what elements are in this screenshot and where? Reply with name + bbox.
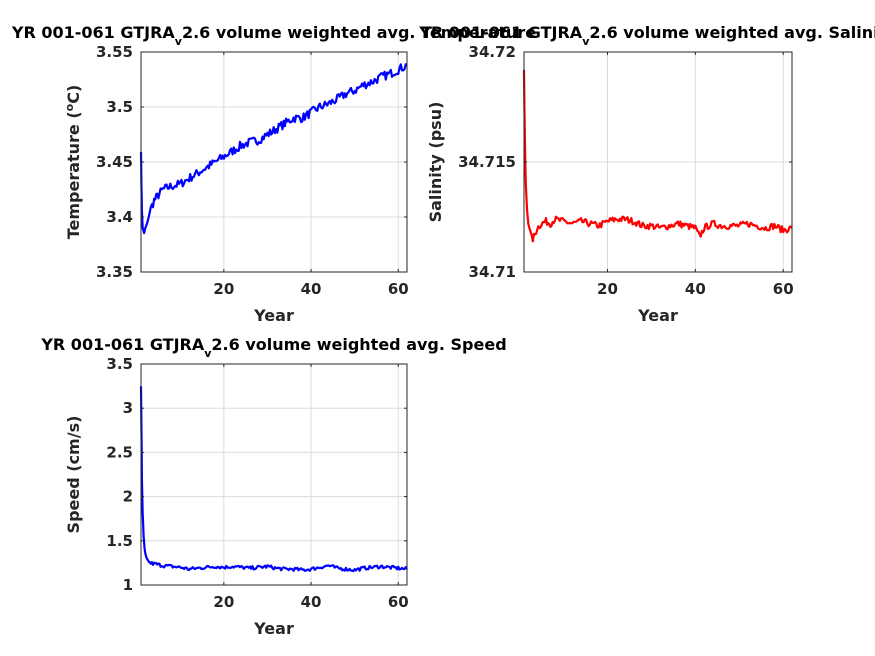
chart-title: YR 001-061 GTJRAv2.6 volume weighted avg… <box>11 23 536 48</box>
y-tick-label: 2 <box>123 488 133 506</box>
chart-title: YR 001-061 GTJRAv2.6 volume weighted avg… <box>418 23 875 48</box>
y-axis-label-part: Speed (cm/s) <box>64 416 83 534</box>
y-axis-label-part: Salinity (psu) <box>426 102 445 223</box>
chart-title-part: YR 001-061 GTJRA <box>418 23 583 42</box>
y-tick-label: 3 <box>123 399 133 417</box>
y-axis-label-part: C) <box>64 85 83 104</box>
x-tick-label: 40 <box>685 280 706 298</box>
y-tick-label: 2.5 <box>106 443 133 461</box>
chart-speed: 20 40 60 1 1.5 2 2.5 3 3.5 Year Speed (cm/s) YR 001… <box>40 335 506 638</box>
y-tick-label: 34.715 <box>458 153 516 171</box>
chart-title: YR 001-061 GTJRAv2.6 volume weighted avg… <box>40 335 506 360</box>
chart-salinity: 20 40 60 34.71 34.715 34.72 Year Salinity (psu)… <box>418 23 875 325</box>
x-tick-label: 40 <box>301 593 322 611</box>
x-axis-label: Year <box>637 306 678 325</box>
y-tick-label: 3.35 <box>96 263 133 281</box>
chart-title-part: YR 001-061 GTJRA <box>40 335 205 354</box>
y-tick-label: 1 <box>123 576 133 594</box>
series-line <box>139 63 408 235</box>
series-line <box>139 386 408 573</box>
chart-title-part: 2.6 volume weighted avg. Speed <box>211 335 506 354</box>
y-axis-label: Temperature (oC) <box>63 85 84 240</box>
chart-title-part: 2.6 volume weighted avg. Salinity <box>589 23 875 42</box>
chart-title-part: YR 001-061 GTJRA <box>11 23 176 42</box>
x-tick-label: 40 <box>301 280 322 298</box>
y-axis-label: Speed (cm/s) <box>64 416 83 534</box>
chart-title-part: v <box>582 35 590 48</box>
x-tick-label: 20 <box>213 593 234 611</box>
chart-title-part: 2.6 volume weighted avg. Temperature <box>182 23 536 42</box>
x-tick-label: 60 <box>773 280 794 298</box>
chart-title-part: v <box>175 35 183 48</box>
y-tick-label: 3.55 <box>96 43 133 61</box>
y-tick-label: 1.5 <box>106 532 133 550</box>
x-tick-label: 60 <box>388 280 409 298</box>
plot-box <box>140 363 408 586</box>
series-line <box>522 69 793 243</box>
y-tick-label: 3.45 <box>96 153 133 171</box>
chart-temperature: 20 40 60 3.35 3.4 3.45 3.5 3.55 Year Temperature … <box>11 23 536 325</box>
y-tick-label: 34.71 <box>469 263 516 281</box>
x-tick-label: 20 <box>597 280 618 298</box>
y-tick-label: 34.72 <box>469 43 516 61</box>
chart-title-part: v <box>204 347 212 360</box>
y-axis-label-part: Temperature ( <box>64 111 83 239</box>
y-tick-label: 3.5 <box>106 98 133 116</box>
y-axis-label-part: o <box>63 103 76 111</box>
y-axis-label: Salinity (psu) <box>426 102 445 223</box>
x-tick-label: 20 <box>213 280 234 298</box>
x-axis-label: Year <box>253 619 294 638</box>
x-tick-label: 60 <box>388 593 409 611</box>
y-tick-label: 3.5 <box>106 355 133 373</box>
x-axis-label: Year <box>253 306 294 325</box>
y-tick-label: 3.4 <box>106 208 133 226</box>
